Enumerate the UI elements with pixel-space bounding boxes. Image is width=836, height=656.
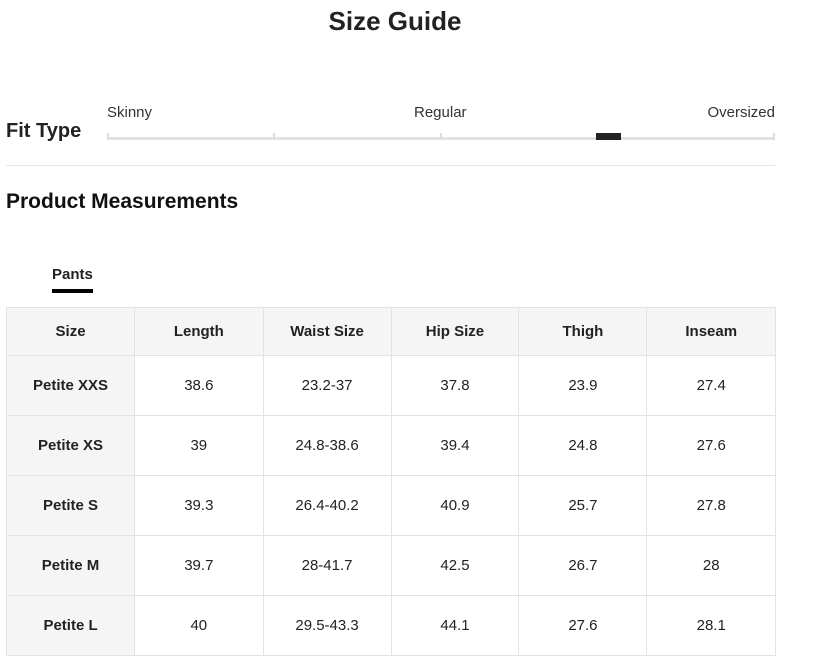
table-row: Petite XS 39 24.8-38.6 39.4 24.8 27.6: [5, 415, 776, 476]
size-cell: Petite XXS: [5, 355, 136, 416]
value-cell: 28: [646, 535, 776, 596]
scale-label-oversized: Oversized: [707, 104, 775, 121]
fit-type-scale: Skinny Regular Oversized: [107, 104, 775, 144]
scale-tick: [773, 133, 775, 140]
header-thigh: Thigh: [518, 307, 648, 356]
fit-indicator: [595, 133, 621, 140]
value-cell: 39.3: [134, 475, 264, 536]
header-hip: Hip Size: [390, 307, 520, 356]
size-cell: Petite M: [5, 535, 136, 596]
header-inseam: Inseam: [646, 307, 776, 356]
section-title: Product Measurements: [6, 190, 239, 213]
value-cell: 40.9: [390, 475, 520, 536]
size-cell: Petite L: [5, 595, 136, 656]
size-cell: Petite S: [5, 475, 136, 536]
size-cell: Petite XS: [5, 415, 136, 476]
header-length: Length: [134, 307, 264, 356]
value-cell: 26.7: [518, 535, 648, 596]
divider: [6, 165, 775, 166]
value-cell: 25.7: [518, 475, 648, 536]
value-cell: 24.8-38.6: [262, 415, 392, 476]
value-cell: 28-41.7: [262, 535, 392, 596]
value-cell: 23.2-37: [262, 355, 392, 416]
value-cell: 27.4: [646, 355, 776, 416]
value-cell: 27.6: [518, 595, 648, 656]
value-cell: 37.8: [390, 355, 520, 416]
value-cell: 27.6: [646, 415, 776, 476]
table-row: Petite XXS 38.6 23.2-37 37.8 23.9 27.4: [5, 355, 776, 416]
header-size: Size: [5, 307, 136, 356]
value-cell: 40: [134, 595, 264, 656]
fit-type-label: Fit Type: [6, 120, 82, 142]
measurements-table: Size Length Waist Size Hip Size Thigh In…: [5, 307, 776, 656]
value-cell: 39: [134, 415, 264, 476]
value-cell: 39.7: [134, 535, 264, 596]
value-cell: 24.8: [518, 415, 648, 476]
table-row: Petite L 40 29.5-43.3 44.1 27.6 28.1: [5, 595, 776, 656]
scale-tick: [273, 133, 275, 140]
value-cell: 39.4: [390, 415, 520, 476]
value-cell: 23.9: [518, 355, 648, 416]
value-cell: 28.1: [646, 595, 776, 656]
value-cell: 27.8: [646, 475, 776, 536]
scale-label-skinny: Skinny: [107, 104, 153, 121]
scale-tick: [440, 133, 442, 140]
table-header-row: Size Length Waist Size Hip Size Thigh In…: [5, 307, 776, 356]
value-cell: 44.1: [390, 595, 520, 656]
value-cell: 26.4-40.2: [262, 475, 392, 536]
scale-tick: [107, 133, 109, 140]
value-cell: 42.5: [390, 535, 520, 596]
table-row: Petite M 39.7 28-41.7 42.5 26.7 28: [5, 535, 776, 596]
tab-pants[interactable]: Pants: [52, 266, 93, 293]
table-row: Petite S 39.3 26.4-40.2 40.9 25.7 27.8: [5, 475, 776, 536]
scale-label-regular: Regular: [414, 104, 467, 121]
value-cell: 29.5-43.3: [262, 595, 392, 656]
value-cell: 38.6: [134, 355, 264, 416]
page-title: Size Guide: [328, 6, 462, 36]
header-waist: Waist Size: [262, 307, 392, 356]
